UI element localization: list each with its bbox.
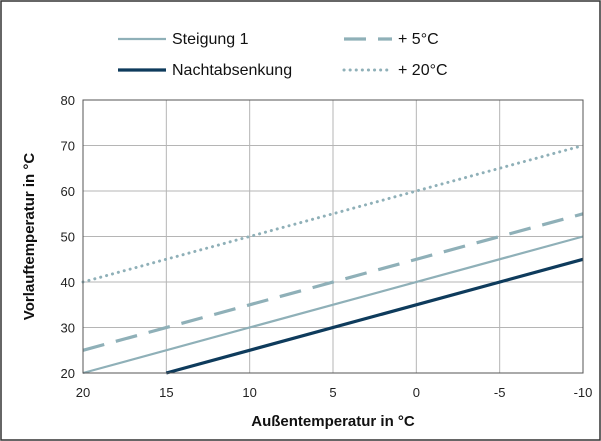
legend: Steigung 1 Nachtabsenkung + 5°C + 20°C	[118, 31, 448, 79]
series-line-nachtabsenkung	[165, 257, 584, 375]
x-axis-title: Außentemperatur in °C	[251, 413, 415, 430]
series-line-steigung-1	[82, 235, 584, 375]
y-tick-label: 80	[61, 93, 75, 108]
x-tick-label: -5	[494, 385, 506, 400]
x-tick-label: 20	[76, 385, 90, 400]
y-axis-title: Vorlauftemperatur in °C	[21, 153, 38, 321]
legend-label-plus-5: + 5°C	[398, 31, 439, 48]
legend-label-steigung-1: Steigung 1	[172, 31, 249, 48]
y-tick-label: 20	[61, 366, 75, 381]
x-tick-label: -10	[574, 385, 593, 400]
series-line-20-c	[81, 144, 585, 284]
x-tick-label: 15	[159, 385, 173, 400]
legend-label-nachtabsenkung: Nachtabsenkung	[172, 62, 292, 79]
y-tick-label: 50	[61, 230, 75, 245]
plot-lines	[81, 144, 585, 375]
y-axis-ticks: 20 30 40 50 60 70 80	[61, 93, 75, 381]
x-tick-label: 10	[242, 385, 256, 400]
x-tick-label: 5	[329, 385, 336, 400]
x-axis-ticks: 20 15 10 5 0 -5 -10	[76, 385, 593, 400]
x-tick-label: 0	[413, 385, 420, 400]
y-tick-label: 30	[61, 321, 75, 336]
y-tick-label: 40	[61, 275, 75, 290]
y-tick-label: 60	[61, 184, 75, 199]
series-line-5-c	[82, 212, 584, 352]
plot-area-frame	[82, 99, 584, 374]
legend-label-plus-20: + 20°C	[398, 62, 448, 79]
y-tick-label: 70	[61, 139, 75, 154]
